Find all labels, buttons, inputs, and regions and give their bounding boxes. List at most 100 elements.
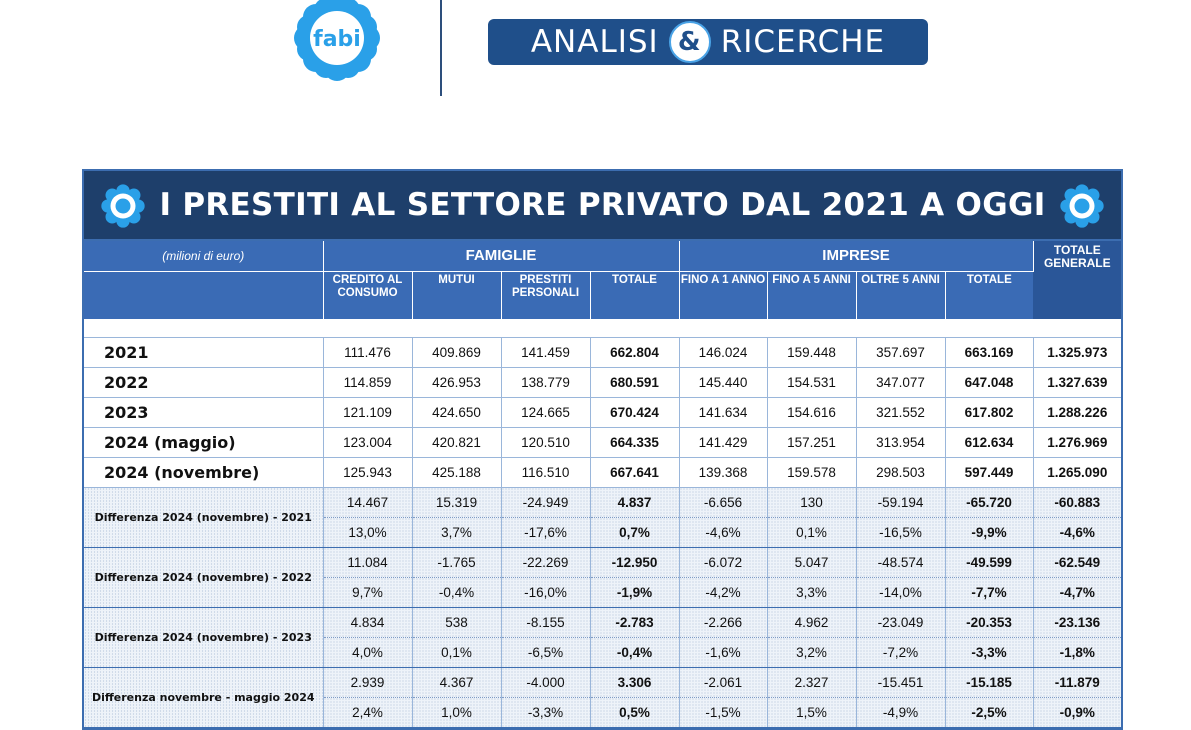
table-cell: -0,4% (590, 637, 680, 668)
table-cell: 420.821 (412, 427, 502, 458)
fabi-mini-logo-right (1060, 184, 1104, 228)
table-cell: 664.335 (590, 427, 680, 458)
table-cell: -0,4% (412, 577, 502, 608)
table-cell: -4,6% (679, 517, 768, 548)
table-cell: 120.510 (501, 427, 591, 458)
table-cell: 1,5% (767, 697, 857, 728)
table-cell: 125.943 (323, 457, 413, 488)
diff-row-absolute: Differenza 2024 (novembre) - 2021 14.467 1… (84, 487, 1122, 548)
table-cell: 1.265.090 (1033, 457, 1122, 488)
ampersand-icon: & (668, 21, 711, 63)
table-cell: -7,7% (945, 577, 1034, 608)
table-cell: -22.269 (501, 547, 591, 578)
table-cell: -1,5% (679, 697, 768, 728)
table-cell: -2.783 (590, 607, 680, 638)
table-cell: 313.954 (856, 427, 946, 458)
group-totale-generale: TOTALE GENERALE (1033, 241, 1122, 320)
row-label: 2024 (maggio) (84, 427, 324, 458)
table-cell: -24.949 (501, 487, 591, 518)
table-cell: -59.194 (856, 487, 946, 518)
diff-label: Differenza novembre - maggio 2024 (84, 667, 324, 728)
table-cell: -17,6% (501, 517, 591, 548)
table-cell: -8.155 (501, 607, 591, 638)
table-cell: -11.879 (1033, 667, 1122, 698)
table-cell: -4.000 (501, 667, 591, 698)
table-row: 2024 (novembre) 125.943 425.188 116.510 667.… (84, 457, 1122, 488)
table-row: 2023 121.109 424.650 124.665 670.424 141.634 1… (84, 397, 1122, 428)
table-cell: 154.616 (767, 397, 857, 428)
table-cell: -14,0% (856, 577, 946, 608)
table-cell: 538 (412, 607, 502, 638)
table-cell: -3,3% (945, 637, 1034, 668)
table-cell: -4,9% (856, 697, 946, 728)
table-cell: 138.779 (501, 367, 591, 398)
table-cell: 347.077 (856, 367, 946, 398)
table-cell: 612.634 (945, 427, 1034, 458)
fabi-logo: fabi (294, 0, 380, 81)
header-empty-cell (84, 271, 324, 320)
table-cell: 11.084 (323, 547, 413, 578)
table-cell: 121.109 (323, 397, 413, 428)
table-cell: -12.950 (590, 547, 680, 578)
table-cell: 1.325.973 (1033, 337, 1122, 368)
logo-text: fabi (313, 27, 361, 52)
table-cell: -1,9% (590, 577, 680, 608)
table-cell: 141.459 (501, 337, 591, 368)
table-cell: 670.424 (590, 397, 680, 428)
table-cell: 123.004 (323, 427, 413, 458)
col-totale-imprese: TOTALE (945, 271, 1034, 320)
table-cell: -16,0% (501, 577, 591, 608)
table-cell: 111.476 (323, 337, 413, 368)
col-oltre-5-anni: OLTRE 5 ANNI (856, 271, 946, 320)
row-label: 2022 (84, 367, 324, 398)
col-totale-famiglie: TOTALE (590, 271, 680, 320)
table-cell: 3,3% (767, 577, 857, 608)
table-cell: 3,2% (767, 637, 857, 668)
table-cell: 357.697 (856, 337, 946, 368)
diff-row-absolute: Differenza 2024 (novembre) - 2023 4.834 53… (84, 607, 1122, 668)
table-cell: 1.276.969 (1033, 427, 1122, 458)
table-cell: 157.251 (767, 427, 857, 458)
table-cell: 617.802 (945, 397, 1034, 428)
table-cell: 2.327 (767, 667, 857, 698)
table-title-bar: I PRESTITI AL SETTORE PRIVATO DAL 2021 A… (84, 171, 1121, 241)
row-label: 2021 (84, 337, 324, 368)
group-famiglie: FAMIGLIE (323, 241, 680, 272)
table-cell: 667.641 (590, 457, 680, 488)
table-cell: -2,5% (945, 697, 1034, 728)
col-mutui: MUTUI (412, 271, 502, 320)
diff-row-absolute: Differenza novembre - maggio 2024 2.939 4.… (84, 667, 1122, 728)
diff-row-percent: 2,4% 1,0% -3,3% 0,5% -1,5% 1,5% -4,9% -2,5% -0,9… (84, 697, 1122, 728)
table-cell: 146.024 (679, 337, 768, 368)
table-cell: 321.552 (856, 397, 946, 428)
table-cell: 4.367 (412, 667, 502, 698)
diff-row-percent: 4,0% 0,1% -6,5% -0,4% -1,6% 3,2% -7,2% -3,3% -1,… (84, 637, 1122, 668)
table-cell: -6.656 (679, 487, 768, 518)
table-cell: -6.072 (679, 547, 768, 578)
table-cell: -49.599 (945, 547, 1034, 578)
table-cell: 145.440 (679, 367, 768, 398)
table-cell: 159.578 (767, 457, 857, 488)
table-cell: -65.720 (945, 487, 1034, 518)
table-cell: -7,2% (856, 637, 946, 668)
table-cell: 1,0% (412, 697, 502, 728)
unit-label: (milioni di euro) (84, 241, 324, 272)
table-cell: 647.048 (945, 367, 1034, 398)
banner-left-text: ANALISI (530, 24, 659, 60)
table-cell: 4.837 (590, 487, 680, 518)
table-cell: 3,7% (412, 517, 502, 548)
table-cell: -23.049 (856, 607, 946, 638)
table-cell: 1.288.226 (1033, 397, 1122, 428)
analisi-ricerche-banner: ANALISI & RICERCHE (488, 19, 928, 65)
loans-table-frame: I PRESTITI AL SETTORE PRIVATO DAL 2021 A… (82, 169, 1123, 730)
table-cell: 0,5% (590, 697, 680, 728)
table-cell: -0,9% (1033, 697, 1122, 728)
table-cell: 116.510 (501, 457, 591, 488)
table-cell: -15.451 (856, 667, 946, 698)
table-cell: 124.665 (501, 397, 591, 428)
banner-right-text: RICERCHE (720, 24, 886, 60)
table-cell: 0,7% (590, 517, 680, 548)
diff-label: Differenza 2024 (novembre) - 2023 (84, 607, 324, 668)
table-title: I PRESTITI AL SETTORE PRIVATO DAL 2021 A… (159, 187, 1046, 223)
table-cell: -1,6% (679, 637, 768, 668)
